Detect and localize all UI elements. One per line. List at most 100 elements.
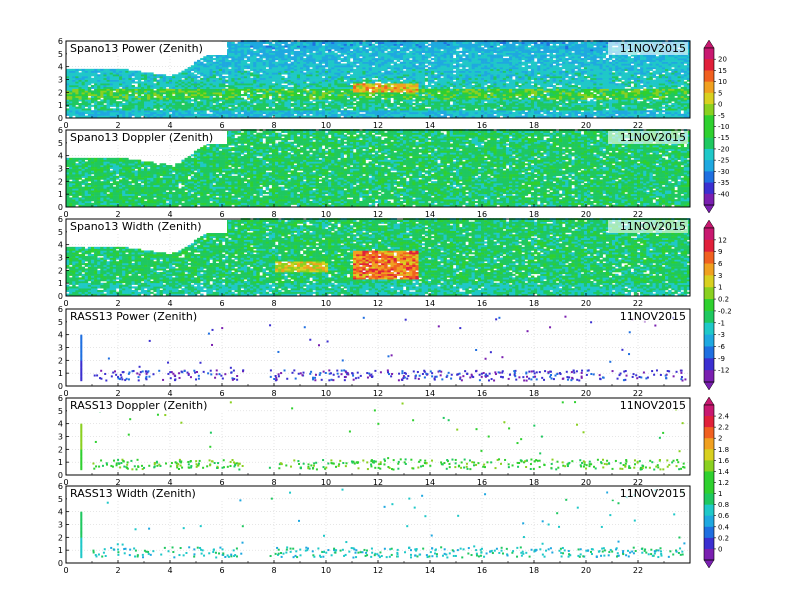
heatmap-cell [231,67,235,70]
heatmap-cell [212,77,217,80]
heatmap-cell [496,108,500,111]
heatmap-cell [465,74,469,77]
heatmap-cell [237,102,242,106]
heatmap-cell [315,74,320,77]
heatmap-cell [172,92,176,95]
heatmap-cell [421,47,426,50]
heatmap-cell [281,104,285,107]
heatmap-cell [181,74,185,77]
heatmap-cell [334,63,338,66]
heatmap-cell [440,95,444,98]
heatmap-cell [374,50,379,53]
heatmap-cell [225,99,229,102]
heatmap-cell [240,97,245,100]
heatmap-cell [443,97,447,100]
heatmap-cell [284,104,288,107]
heatmap-cell [218,108,223,111]
heatmap-cell [237,99,242,102]
heatmap-cell [303,45,307,48]
heatmap-cell [181,99,185,102]
heatmap-cell [234,88,238,91]
heatmap-cell [234,67,238,70]
heatmap-cell [378,49,382,52]
heatmap-cell [215,58,220,61]
heatmap-cell [218,97,223,100]
heatmap-cell [78,106,82,109]
heatmap-cell [178,74,182,77]
heatmap-cell [434,49,438,52]
heatmap-cell [343,88,348,91]
heatmap-cell [331,47,335,50]
heatmap-cell [125,115,129,118]
heatmap-cell [90,115,95,118]
heatmap-cell [275,113,279,116]
heatmap-cell [84,70,89,73]
heatmap-cell [115,83,120,86]
heatmap-cell [487,113,491,116]
heatmap-cell [162,99,167,102]
heatmap-cell [462,83,466,86]
heatmap-cell [147,83,151,86]
heatmap-cell [493,74,497,77]
heatmap-cell [384,113,388,116]
heatmap-cell [278,47,282,50]
heatmap-cell [268,65,273,68]
heatmap-cell [459,102,463,106]
heatmap-cell [271,52,276,55]
heatmap-cell [421,102,426,106]
heatmap-cell [94,79,98,82]
heatmap-cell [490,49,494,52]
heatmap-cell [209,104,213,107]
heatmap-cell [484,58,488,61]
heatmap-cell [94,88,98,91]
heatmap-cell [443,47,447,50]
heatmap-cell [359,113,363,116]
heatmap-cell [300,47,304,50]
heatmap-cell [334,61,338,64]
heatmap-cell [312,76,316,79]
heatmap-cell [72,110,76,113]
heatmap-cell [225,110,229,113]
heatmap-cell [94,104,98,107]
heatmap-cell [306,50,310,53]
heatmap-cell [231,94,235,97]
heatmap-cell [222,111,226,115]
heatmap-cell [402,59,407,62]
heatmap-cell [387,43,391,46]
heatmap-cell [471,56,476,59]
heatmap-cell [452,85,457,88]
heatmap-cell [134,99,139,102]
heatmap-cell [178,106,182,109]
heatmap-cell [278,68,282,71]
heatmap-cell [499,52,504,55]
heatmap-cell [490,97,494,100]
heatmap-cell [172,101,176,104]
heatmap-cell [81,88,86,91]
heatmap-cell [328,92,332,95]
heatmap-cell [415,104,419,107]
heatmap-cell [287,90,291,93]
heatmap-cell [324,81,329,84]
heatmap-cell [496,90,500,93]
heatmap-cell [275,115,279,118]
heatmap-cell [159,94,164,97]
heatmap-cell [253,56,257,59]
heatmap-cell [303,67,307,70]
heatmap-cell [502,74,507,77]
heatmap-cell [328,90,332,93]
heatmap-cell [293,70,298,73]
heatmap-cell [125,92,129,95]
heatmap-cell [306,56,310,59]
heatmap-cell [468,77,472,80]
heatmap-cell [243,65,248,68]
heatmap-cell [306,68,310,71]
heatmap-cell [396,70,401,73]
heatmap-cell [477,97,482,100]
heatmap-cell [100,81,104,84]
heatmap-cell [315,81,320,84]
heatmap-cell [228,111,232,115]
heatmap-cell [168,83,173,86]
heatmap-cell [84,92,89,95]
heatmap-cell [134,115,139,118]
heatmap-cell [331,59,335,62]
